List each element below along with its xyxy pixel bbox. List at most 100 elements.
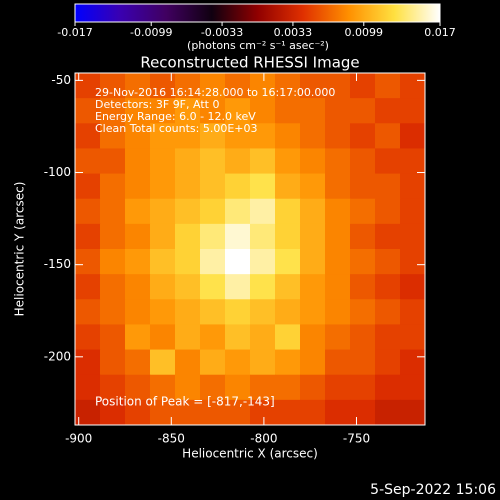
peak-label: Position of Peak = [-817,-143] <box>95 395 275 409</box>
heatmap-cell <box>400 73 426 99</box>
heatmap-cell <box>150 173 176 200</box>
heatmap-cell <box>125 274 151 300</box>
heatmap-cell <box>75 249 101 275</box>
heatmap-cell <box>225 173 251 200</box>
heatmap-cell <box>400 274 426 300</box>
heatmap-cell <box>125 324 151 351</box>
heatmap-cell <box>375 374 401 401</box>
heatmap-cell <box>100 123 126 149</box>
heatmap-cell <box>250 399 276 426</box>
heatmap-cell <box>225 299 251 325</box>
heatmap-cell <box>325 324 351 351</box>
heatmap-cell <box>200 223 226 250</box>
heatmap-cell <box>125 374 151 401</box>
heatmap-cell <box>325 274 351 300</box>
x-tick-label: -750 <box>343 432 370 446</box>
heatmap-cell <box>275 349 301 376</box>
heatmap-cell <box>175 98 201 124</box>
heatmap-cell <box>400 148 426 175</box>
heatmap-cell <box>325 173 351 200</box>
heatmap-cell <box>225 198 251 225</box>
heatmap-cell <box>200 98 226 124</box>
heatmap-cell <box>200 374 226 401</box>
y-axis-label: Heliocentric Y (arcsec) <box>13 182 27 317</box>
heatmap-cell <box>75 73 101 99</box>
heatmap-cell <box>325 374 351 401</box>
heatmap-cell <box>225 249 251 275</box>
heatmap-cell <box>175 299 201 325</box>
heatmap-cell <box>250 299 276 325</box>
heatmap-cell <box>75 223 101 250</box>
heatmap-cell <box>75 324 101 351</box>
heatmap-cell <box>275 374 301 401</box>
heatmap-cell <box>300 173 326 200</box>
y-tick-label: -100 <box>44 165 71 179</box>
heatmap-cell <box>250 374 276 401</box>
heatmap-cell <box>225 374 251 401</box>
heatmap-cell <box>375 223 401 250</box>
heatmap-cell <box>225 349 251 376</box>
heatmap-cell <box>125 73 151 99</box>
heatmap-cell <box>275 123 301 149</box>
heatmap-cell <box>200 173 226 200</box>
heatmap-cell <box>300 324 326 351</box>
heatmap-cell <box>250 349 276 376</box>
heatmap-cell <box>150 148 176 175</box>
heatmap-cell <box>150 249 176 275</box>
heatmap-cell <box>125 349 151 376</box>
x-tick-label: -800 <box>250 432 277 446</box>
heatmap-cell <box>375 324 401 351</box>
heatmap-cell <box>150 299 176 325</box>
x-tick-label: -900 <box>65 432 92 446</box>
heatmap-cell <box>375 274 401 300</box>
heatmap-cell <box>250 123 276 149</box>
heatmap-cell <box>400 123 426 149</box>
heatmap-cell <box>325 73 351 99</box>
heatmap-cell <box>300 123 326 149</box>
heatmap-cell <box>300 148 326 175</box>
heatmap-cell <box>350 399 376 426</box>
heatmap-cell <box>350 374 376 401</box>
heatmap-cell <box>250 73 276 99</box>
heatmap-cell <box>225 223 251 250</box>
heatmap-cell <box>400 349 426 376</box>
heatmap-cell <box>125 198 151 225</box>
heatmap-cell <box>75 399 101 426</box>
heatmap-cell <box>225 324 251 351</box>
heatmap-cell <box>400 198 426 225</box>
heatmap-cell <box>325 249 351 275</box>
heatmap-cell <box>200 249 226 275</box>
heatmap-cell <box>150 198 176 225</box>
heatmap-cell <box>125 173 151 200</box>
heatmap-cell <box>250 148 276 175</box>
heatmap <box>75 73 426 426</box>
heatmap-cell <box>375 73 401 99</box>
heatmap-cell <box>250 324 276 351</box>
heatmap-cell <box>275 173 301 200</box>
heatmap-cell <box>75 299 101 325</box>
heatmap-cell <box>200 324 226 351</box>
annotation: Energy Range: 6.0 - 12.0 keV <box>95 110 256 123</box>
heatmap-cell <box>400 223 426 250</box>
heatmap-cell <box>275 198 301 225</box>
heatmap-cell <box>100 274 126 300</box>
heatmap-cell <box>300 98 326 124</box>
heatmap-cell <box>325 349 351 376</box>
heatmap-cell <box>125 148 151 175</box>
heatmap-cell <box>125 249 151 275</box>
heatmap-cell <box>100 249 126 275</box>
heatmap-cell <box>150 98 176 124</box>
colorbar-tick-label: -0.0099 <box>130 26 172 39</box>
heatmap-cell <box>400 324 426 351</box>
chart-title: Reconstructed RHESSI Image <box>140 54 359 72</box>
colorbar-tick-label: 0.0033 <box>274 26 313 39</box>
heatmap-cell <box>275 73 301 99</box>
heatmap-cell <box>350 223 376 250</box>
heatmap-cell <box>175 399 201 426</box>
heatmap-cell <box>75 374 101 401</box>
heatmap-cell <box>225 399 251 426</box>
heatmap-cell <box>75 123 101 149</box>
x-axis-label: Heliocentric X (arcsec) <box>182 447 318 461</box>
heatmap-cell <box>200 349 226 376</box>
